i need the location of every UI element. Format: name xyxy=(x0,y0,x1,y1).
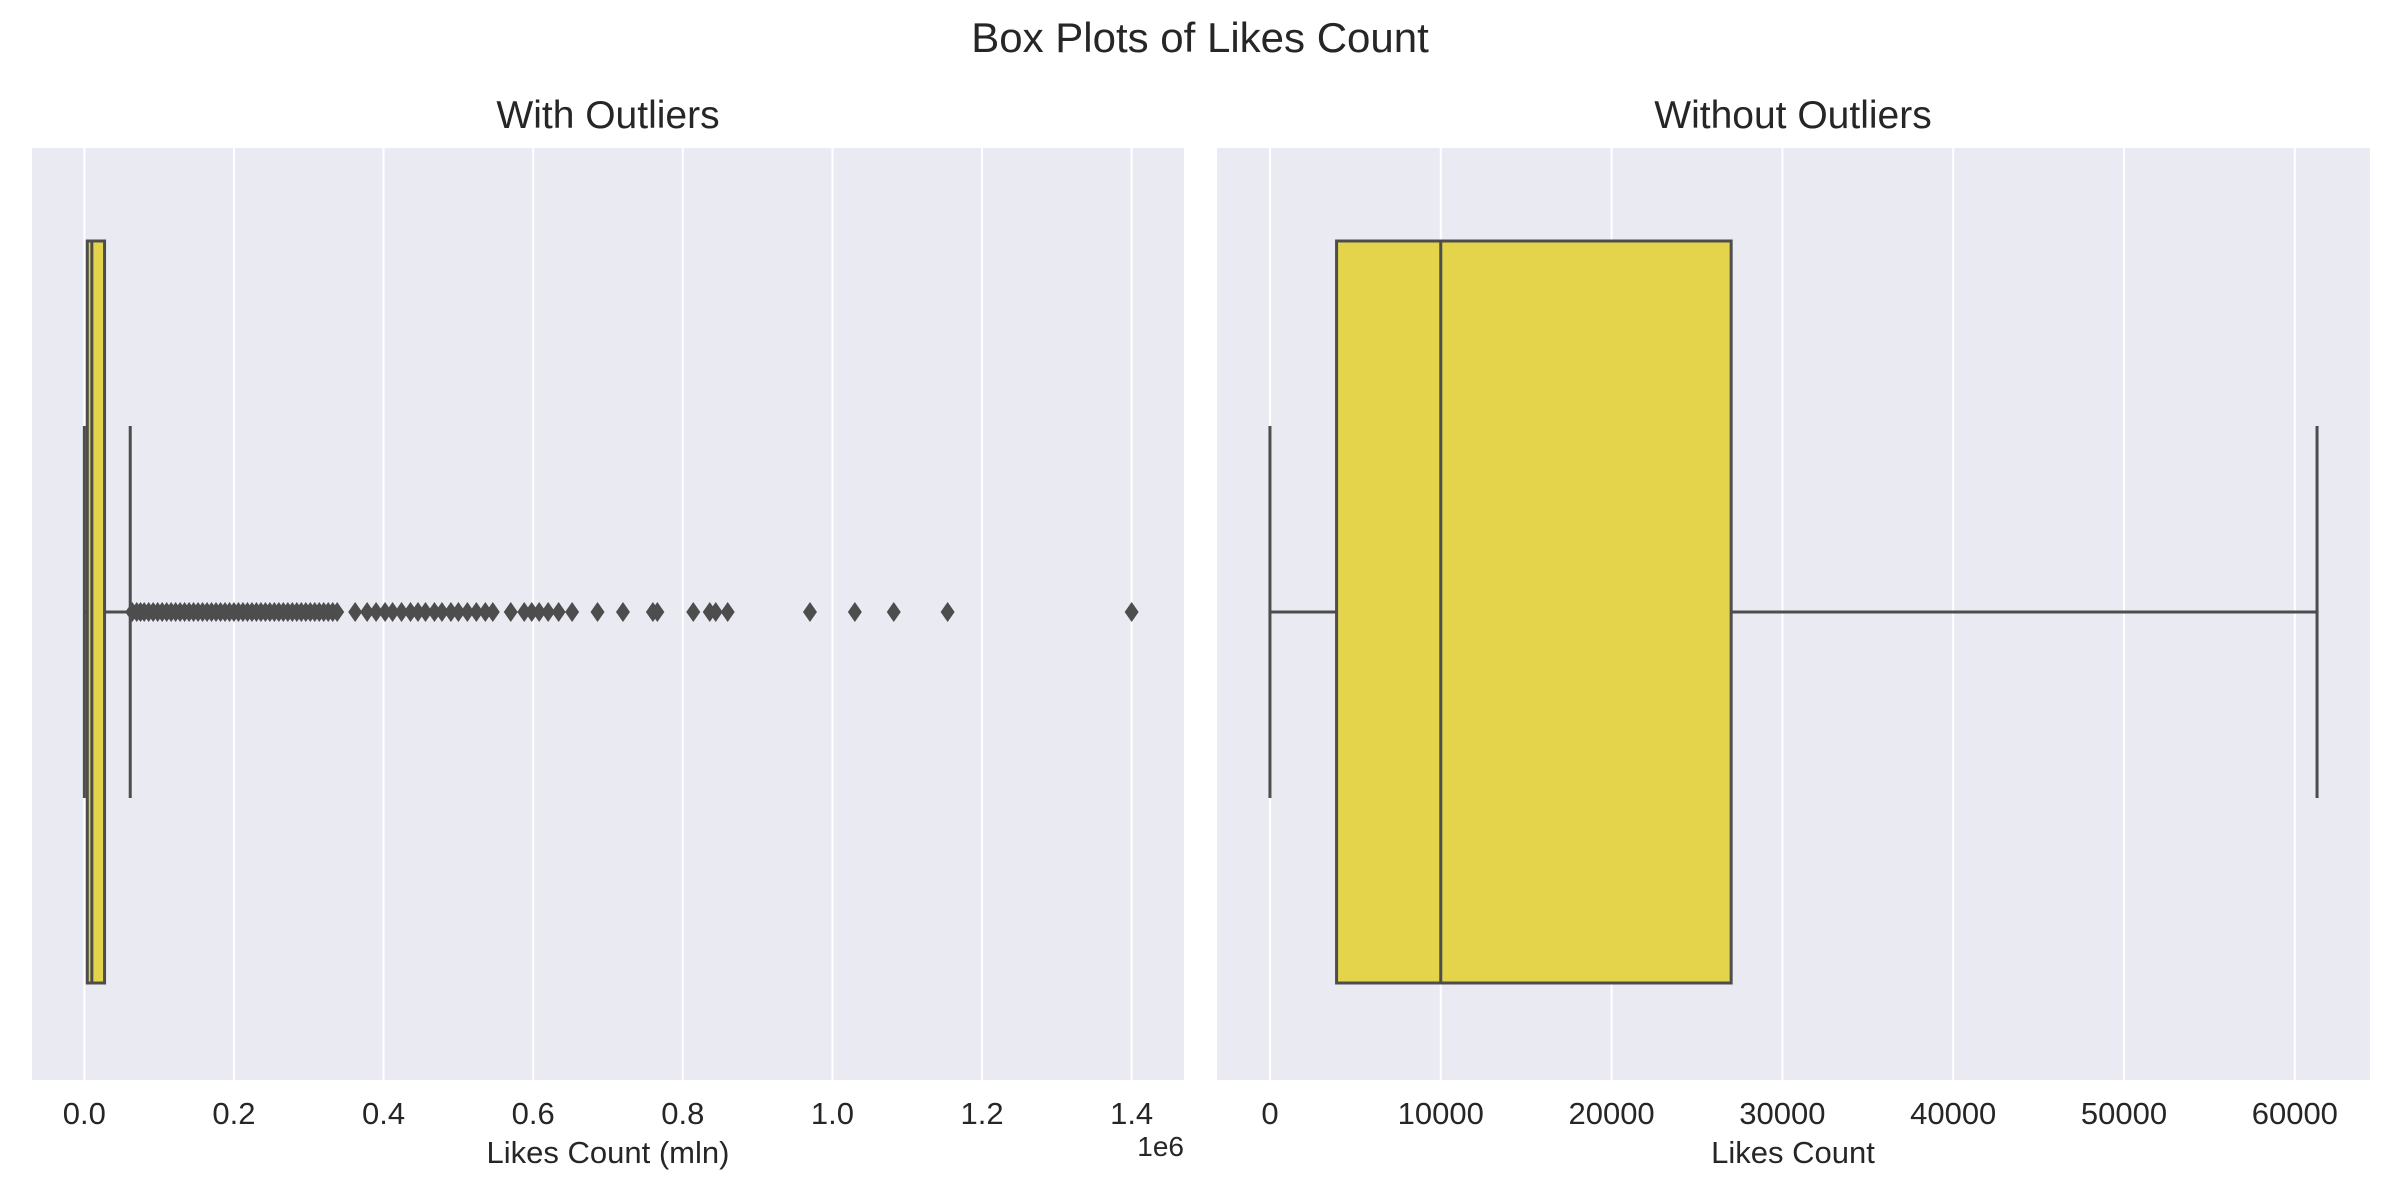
outlier-point xyxy=(434,602,449,622)
outlier-point xyxy=(410,602,425,622)
outlier-point xyxy=(485,602,500,622)
x-tick-label: 30000 xyxy=(1739,1096,1825,1131)
outlier-point xyxy=(686,602,701,622)
x-tick-label: 0.0 xyxy=(63,1096,106,1131)
iqr-box xyxy=(85,239,107,985)
outlier-point xyxy=(565,602,580,622)
outlier-point xyxy=(615,602,630,622)
outlier-point xyxy=(348,602,363,622)
figure-title: Box Plots of Likes Count xyxy=(971,14,1429,61)
outlier-point xyxy=(590,602,605,622)
x-tick-label: 60000 xyxy=(2252,1096,2338,1131)
outlier-point xyxy=(541,602,556,622)
outlier-point xyxy=(394,602,409,622)
outlier-point xyxy=(443,602,458,622)
outlier-point xyxy=(708,602,723,622)
outlier-point xyxy=(451,602,466,622)
iqr-box xyxy=(1335,239,1733,985)
outlier-point xyxy=(360,602,375,622)
panel-title: Without Outliers xyxy=(1654,94,1931,137)
x-tick-label: 0.4 xyxy=(362,1096,405,1131)
x-tick-label: 1.4 xyxy=(1110,1096,1153,1131)
outlier-point xyxy=(1124,602,1139,622)
x-tick-label: 0.6 xyxy=(512,1096,555,1131)
x-tick-label: 1.0 xyxy=(811,1096,854,1131)
x-tick-label: 1.2 xyxy=(960,1096,1003,1131)
outlier-point xyxy=(460,602,475,622)
outlier-point xyxy=(524,602,539,622)
x-axis-label: Likes Count xyxy=(1711,1135,1875,1170)
x-tick-label: 0 xyxy=(1261,1096,1278,1131)
outlier-point xyxy=(427,602,442,622)
x-tick-label: 50000 xyxy=(2081,1096,2167,1131)
x-tick-label: 10000 xyxy=(1398,1096,1484,1131)
outlier-point xyxy=(385,602,400,622)
x-tick-label: 40000 xyxy=(1910,1096,1996,1131)
outlier-point xyxy=(378,602,393,622)
outlier-point xyxy=(650,602,665,622)
outlier-point xyxy=(940,602,955,622)
boxplot-marks xyxy=(82,239,1139,985)
outlier-point xyxy=(369,602,384,622)
x-tick-label: 20000 xyxy=(1568,1096,1654,1131)
x-tick-label: 0.2 xyxy=(212,1096,255,1131)
panel-without-outliers: 0 10000 20000 30000 40000 50000 60000 Without … xyxy=(1217,94,2370,1170)
outlier-point xyxy=(478,602,493,622)
outlier-point xyxy=(517,602,532,622)
outlier-point xyxy=(847,602,862,622)
panel-with-outliers: 0.0 0.2 0.4 0.6 0.8 1.0 1.2 1.4 With Outliers L… xyxy=(32,94,1184,1170)
x-axis-label: Likes Count (mln) xyxy=(487,1135,730,1170)
outlier-point xyxy=(886,602,901,622)
panel-title: With Outliers xyxy=(496,94,719,137)
outlier-point xyxy=(551,602,566,622)
outlier-point xyxy=(330,602,345,622)
outlier-point xyxy=(503,602,518,622)
outlier-point xyxy=(532,602,547,622)
x-tick-labels: 0 10000 20000 30000 40000 50000 60000 xyxy=(1261,1096,2338,1131)
x-tick-label: 0.8 xyxy=(661,1096,704,1131)
x-tick-labels: 0.0 0.2 0.4 0.6 0.8 1.0 1.2 1.4 xyxy=(63,1096,1153,1131)
outlier-point xyxy=(418,602,433,622)
outlier-point xyxy=(403,602,418,622)
boxplot-marks xyxy=(1268,239,2319,985)
outlier-point xyxy=(802,602,817,622)
outlier-point xyxy=(720,602,735,622)
outlier-point xyxy=(469,602,484,622)
x-axis-offset-label: 1e6 xyxy=(1137,1131,1184,1162)
